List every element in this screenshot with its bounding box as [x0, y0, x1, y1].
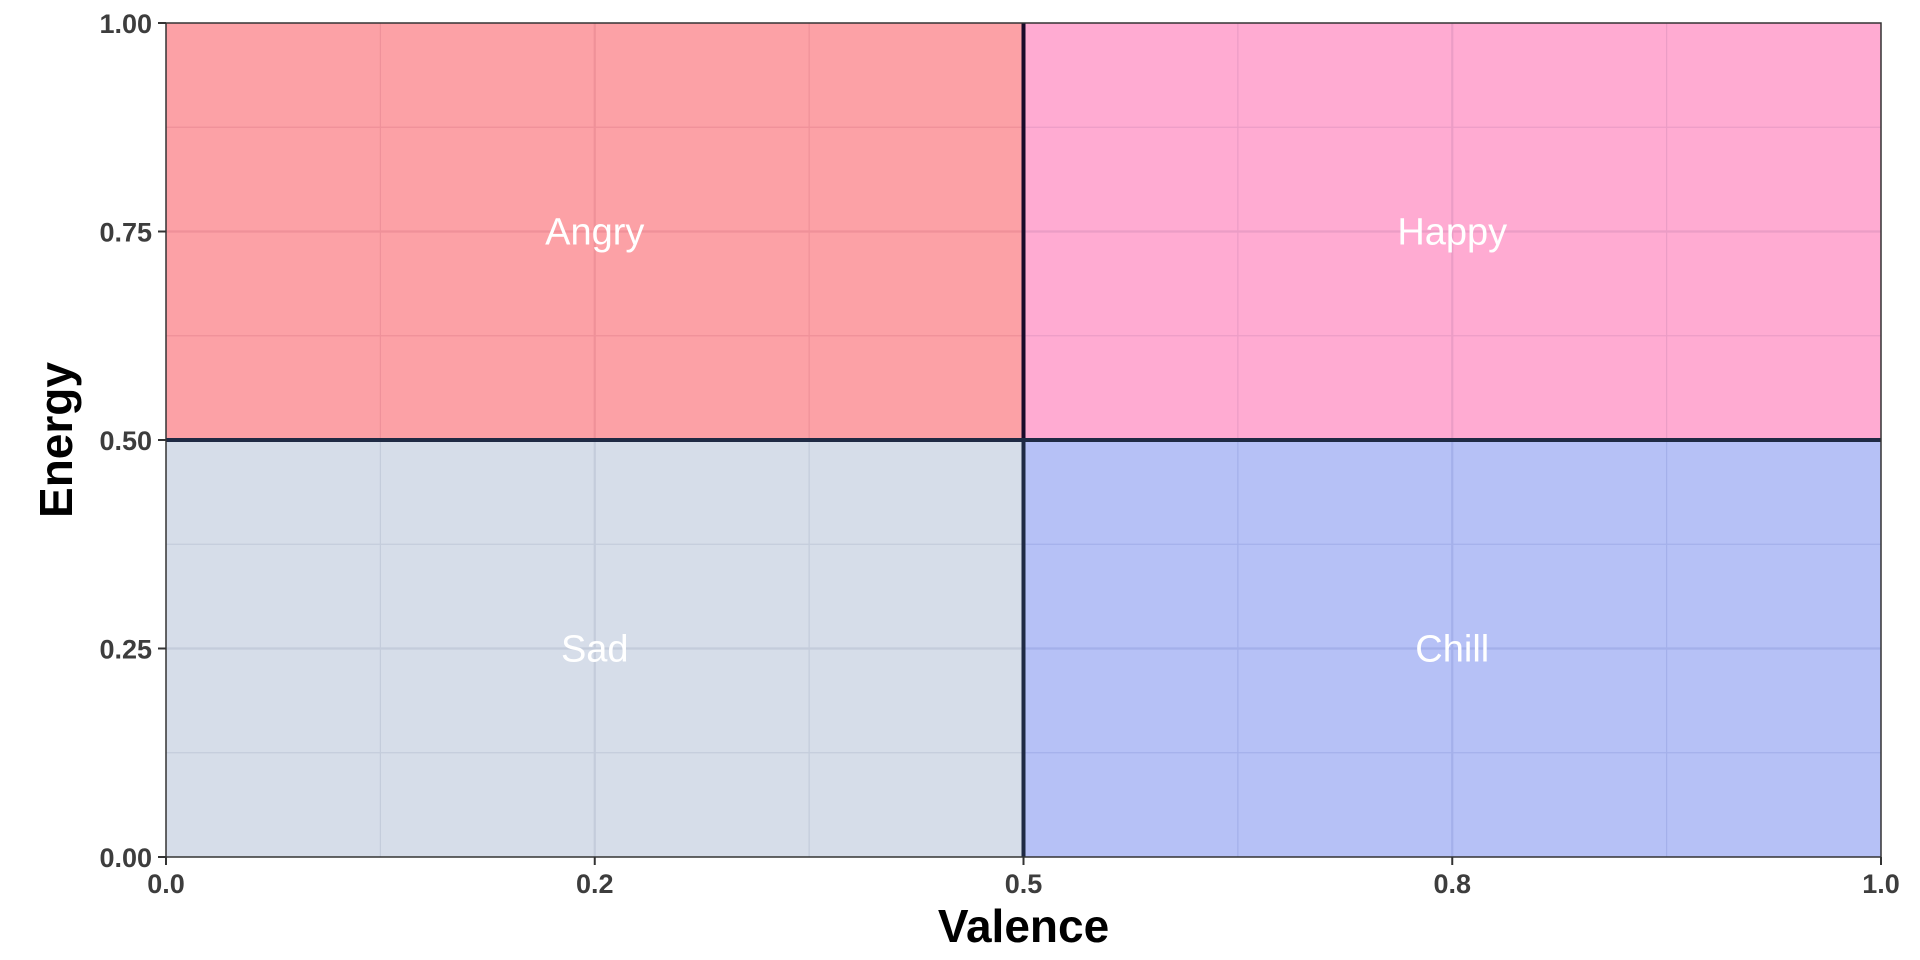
quadrant-borders — [166, 23, 1881, 857]
y-tick-label: 0.25 — [99, 635, 152, 665]
x-tick-label: 0.0 — [147, 869, 185, 899]
y-axis-title: Energy — [30, 362, 82, 518]
quadrant-label-sad: Sad — [561, 629, 629, 671]
x-tick-label: 0.5 — [1005, 869, 1043, 899]
y-tick-label: 0.50 — [99, 426, 152, 456]
x-tick-label: 0.8 — [1433, 869, 1471, 899]
y-tick-label: 1.00 — [99, 9, 152, 39]
quadrant-label-angry: Angry — [545, 212, 644, 254]
x-axis: 0.0 0.2 0.5 0.8 1.0 — [147, 857, 1900, 899]
y-tick-label: 0.00 — [99, 843, 152, 873]
grid-lines — [166, 23, 1881, 857]
x-axis-title: Valence — [938, 900, 1109, 952]
quadrant-label-chill: Chill — [1415, 629, 1489, 671]
quadrant-labels: Angry Happy Sad Chill — [545, 212, 1507, 671]
y-tick-label: 0.75 — [99, 218, 152, 248]
quadrant-label-happy: Happy — [1397, 212, 1507, 254]
x-tick-label: 0.2 — [576, 869, 614, 899]
x-tick-label: 1.0 — [1862, 869, 1900, 899]
y-axis: 0.00 0.25 0.50 0.75 1.00 — [99, 9, 166, 873]
